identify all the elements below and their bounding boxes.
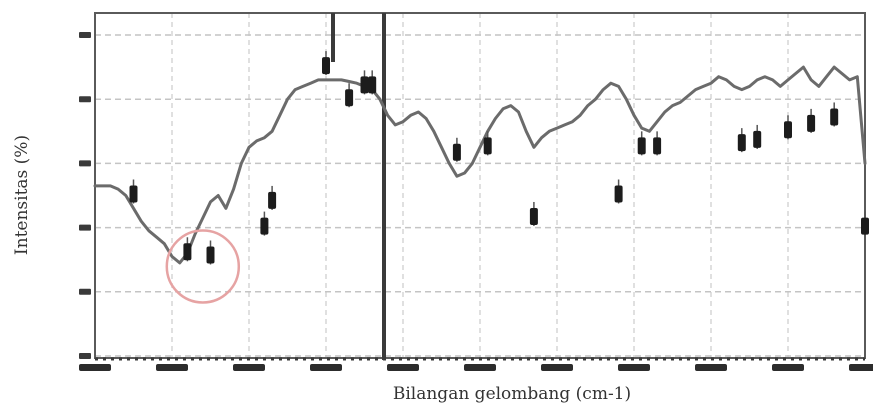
- x-tick-label: [233, 364, 265, 371]
- y-tick-label: [79, 96, 91, 103]
- peak-markers: [129, 51, 869, 265]
- peak-marker: [129, 179, 138, 204]
- peak-marker: [206, 240, 215, 265]
- spectrum-line: [93, 65, 867, 265]
- x-tick-label: [541, 364, 573, 371]
- peak-marker-label: [483, 137, 492, 155]
- peak-marker-label: [784, 121, 792, 139]
- peak-marker-label: [614, 185, 623, 203]
- peak-marker: [268, 185, 277, 210]
- peak-marker-label: [637, 137, 646, 155]
- peak-marker: [483, 131, 492, 156]
- peak-marker-label: [368, 76, 377, 94]
- peak-marker: [452, 137, 461, 162]
- peak-marker-label: [129, 185, 138, 203]
- x-tick-label: [464, 364, 496, 371]
- y-tick-label: [79, 160, 91, 167]
- x-tick-label: [387, 364, 419, 371]
- peak-marker: [322, 51, 330, 76]
- peak-marker: [807, 108, 816, 133]
- peak-marker: [737, 128, 746, 153]
- peak-marker-label: [452, 143, 461, 161]
- peak-marker: [861, 211, 869, 236]
- peak-marker: [260, 211, 269, 236]
- peak-marker-label: [183, 243, 192, 261]
- x-tick-label: [79, 364, 111, 371]
- x-tick-label: [156, 364, 188, 371]
- x-tick-label: [618, 364, 650, 371]
- peak-marker-label: [737, 134, 746, 152]
- y-axis-ticks: [79, 32, 91, 359]
- peak-marker-label: [260, 217, 269, 235]
- peak-marker-label: [345, 89, 354, 107]
- y-tick-label: [79, 353, 91, 359]
- y-axis-label: Intensitas (%): [12, 135, 32, 255]
- peak-marker: [614, 179, 623, 204]
- highlight-circle: [165, 229, 241, 304]
- peak-marker-label: [360, 76, 369, 94]
- peak-marker-label: [753, 130, 762, 148]
- peak-marker-label: [529, 207, 538, 225]
- peak-marker-label: [206, 246, 215, 264]
- peak-marker: [368, 70, 377, 95]
- peak-marker-label: [653, 137, 662, 155]
- peak-marker: [183, 237, 192, 262]
- x-tick-label: [695, 364, 727, 371]
- x-tick-label: [310, 364, 342, 371]
- y-tick-label: [79, 32, 91, 38]
- x-axis-ticks: [79, 357, 873, 371]
- x-axis-label: Bilangan gelombang (cm-1): [393, 384, 631, 404]
- peak-marker: [830, 102, 839, 127]
- peak-marker-label: [268, 191, 277, 209]
- peak-marker: [784, 115, 792, 140]
- peak-marker: [345, 83, 354, 108]
- peak-marker: [753, 124, 762, 149]
- x-tick-label: [772, 364, 804, 371]
- peak-marker: [637, 131, 646, 156]
- peak-marker-label: [322, 57, 330, 75]
- x-tick-label: [849, 364, 873, 371]
- peak-marker-label: [861, 217, 869, 235]
- y-tick-label: [79, 224, 91, 231]
- peak-marker-label: [807, 114, 816, 132]
- peak-marker: [529, 201, 538, 226]
- peak-marker: [360, 70, 369, 95]
- y-tick-label: [79, 288, 91, 295]
- peak-marker-label: [830, 108, 839, 126]
- peak-marker: [653, 131, 662, 156]
